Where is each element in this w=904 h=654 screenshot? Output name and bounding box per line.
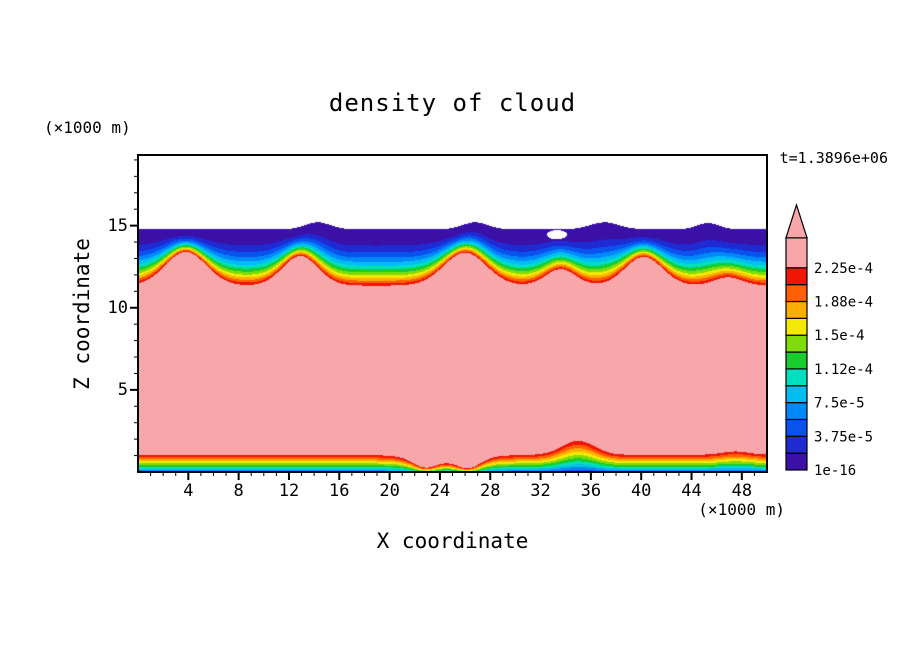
colorbar-cell bbox=[785, 284, 808, 303]
colorbar-label: 1.88e-4 bbox=[814, 295, 873, 311]
colorbar-cell bbox=[785, 418, 808, 437]
y-tick-label: 5 bbox=[117, 379, 128, 400]
x-axis-label: X coordinate bbox=[376, 529, 529, 553]
colorbar-label: 1.5e-4 bbox=[814, 328, 865, 344]
colorbar-cell bbox=[785, 452, 808, 471]
colorbar-cell bbox=[785, 385, 808, 404]
x-tick-label: 12 bbox=[278, 481, 300, 501]
x-tick-label: 40 bbox=[630, 481, 652, 501]
colorbar-cell bbox=[785, 300, 808, 319]
contour-field-canvas bbox=[138, 155, 767, 472]
x-tick-label: 8 bbox=[233, 481, 244, 501]
colorbar-label: 3.75e-5 bbox=[814, 429, 873, 445]
colorbar-label: 1e-16 bbox=[814, 463, 856, 479]
colorbar-cell bbox=[785, 368, 808, 387]
colorbar-cell bbox=[785, 351, 808, 370]
y-tick-label: 10 bbox=[107, 297, 128, 318]
x-tick-label: 20 bbox=[379, 481, 400, 501]
x-tick-label: 24 bbox=[429, 481, 451, 501]
x-tick-label: 16 bbox=[329, 481, 350, 501]
x-tick-label: 44 bbox=[681, 481, 702, 501]
x-tick-label: 4 bbox=[183, 481, 194, 501]
colorbar-cell bbox=[785, 267, 808, 286]
y-axis-unit: (×1000 m) bbox=[44, 118, 131, 137]
y-tick-label: 15 bbox=[107, 215, 128, 236]
colorbar-cell bbox=[785, 317, 808, 336]
x-tick-label: 48 bbox=[731, 481, 753, 501]
x-tick-label: 32 bbox=[530, 481, 551, 501]
colorbar-label: 1.12e-4 bbox=[814, 362, 873, 378]
colorbar-label: 2.25e-4 bbox=[814, 261, 873, 277]
colorbar-over-cell bbox=[785, 237, 808, 269]
x-axis-unit: (×1000 m) bbox=[698, 500, 785, 519]
colorbar-cell bbox=[785, 334, 808, 353]
colorbar-arrow bbox=[785, 202, 808, 239]
colorbar-label: 7.5e-5 bbox=[814, 396, 865, 412]
colorbar-cell bbox=[785, 435, 808, 454]
x-tick-label: 28 bbox=[479, 481, 501, 501]
colorbar-cell bbox=[785, 402, 808, 421]
time-annotation: t=1.3896e+06 bbox=[779, 149, 888, 167]
chart-title: density of cloud bbox=[328, 89, 577, 117]
x-tick-label: 36 bbox=[580, 481, 602, 501]
y-axis-label: Z coordinate bbox=[70, 238, 94, 390]
